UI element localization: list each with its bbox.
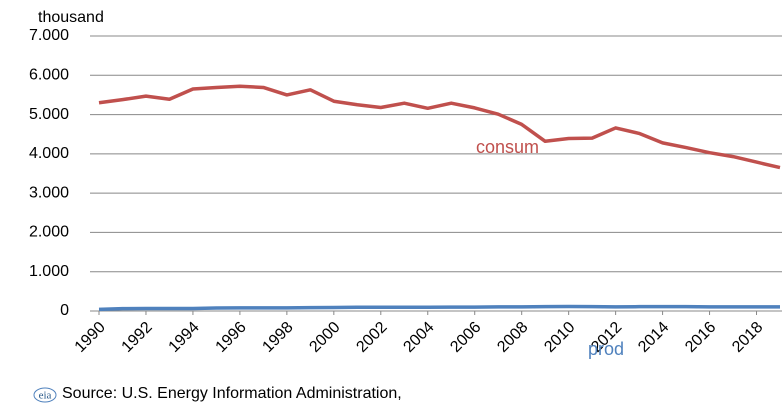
- x-tick-label: 2004: [400, 319, 437, 356]
- x-tick-label: 2010: [541, 319, 578, 356]
- x-tick-label: 2014: [635, 319, 672, 356]
- y-tick-label: 5.000: [29, 106, 69, 123]
- x-tick-label: 2018: [729, 319, 766, 356]
- logo-ring: [33, 387, 57, 403]
- source-note: Source: U.S. Energy Information Administ…: [62, 385, 402, 402]
- x-tick-label: 1996: [213, 319, 250, 356]
- y-tick-label: 1.000: [29, 263, 69, 280]
- y-tick-label: 7.000: [29, 27, 69, 44]
- y-tick-label: 6.000: [29, 67, 69, 84]
- series-label: prod: [588, 339, 624, 359]
- x-tick-label: 1990: [72, 319, 109, 356]
- y-axis-label: thousand: [38, 9, 104, 26]
- x-tick-label: 1994: [166, 319, 203, 356]
- x-tick-label: 2016: [682, 319, 719, 356]
- source-logo: eia: [33, 387, 57, 403]
- x-tick-label: 2002: [353, 319, 390, 356]
- x-tick-label: 1992: [119, 319, 156, 356]
- y-tick-label: 2.000: [29, 224, 69, 241]
- x-tick-label: 2008: [494, 319, 531, 356]
- x-tick-label: 2000: [306, 319, 343, 356]
- y-tick-label: 0: [60, 302, 69, 319]
- series-label: consum: [476, 137, 539, 157]
- x-tick-label: 2006: [447, 319, 484, 356]
- logo-text: eia: [39, 390, 52, 402]
- y-tick-label: 3.000: [29, 184, 69, 201]
- series-line: [98, 84, 781, 170]
- x-tick-label: 1998: [259, 319, 296, 356]
- series-line: [98, 304, 780, 312]
- y-tick-label: 4.000: [29, 145, 69, 162]
